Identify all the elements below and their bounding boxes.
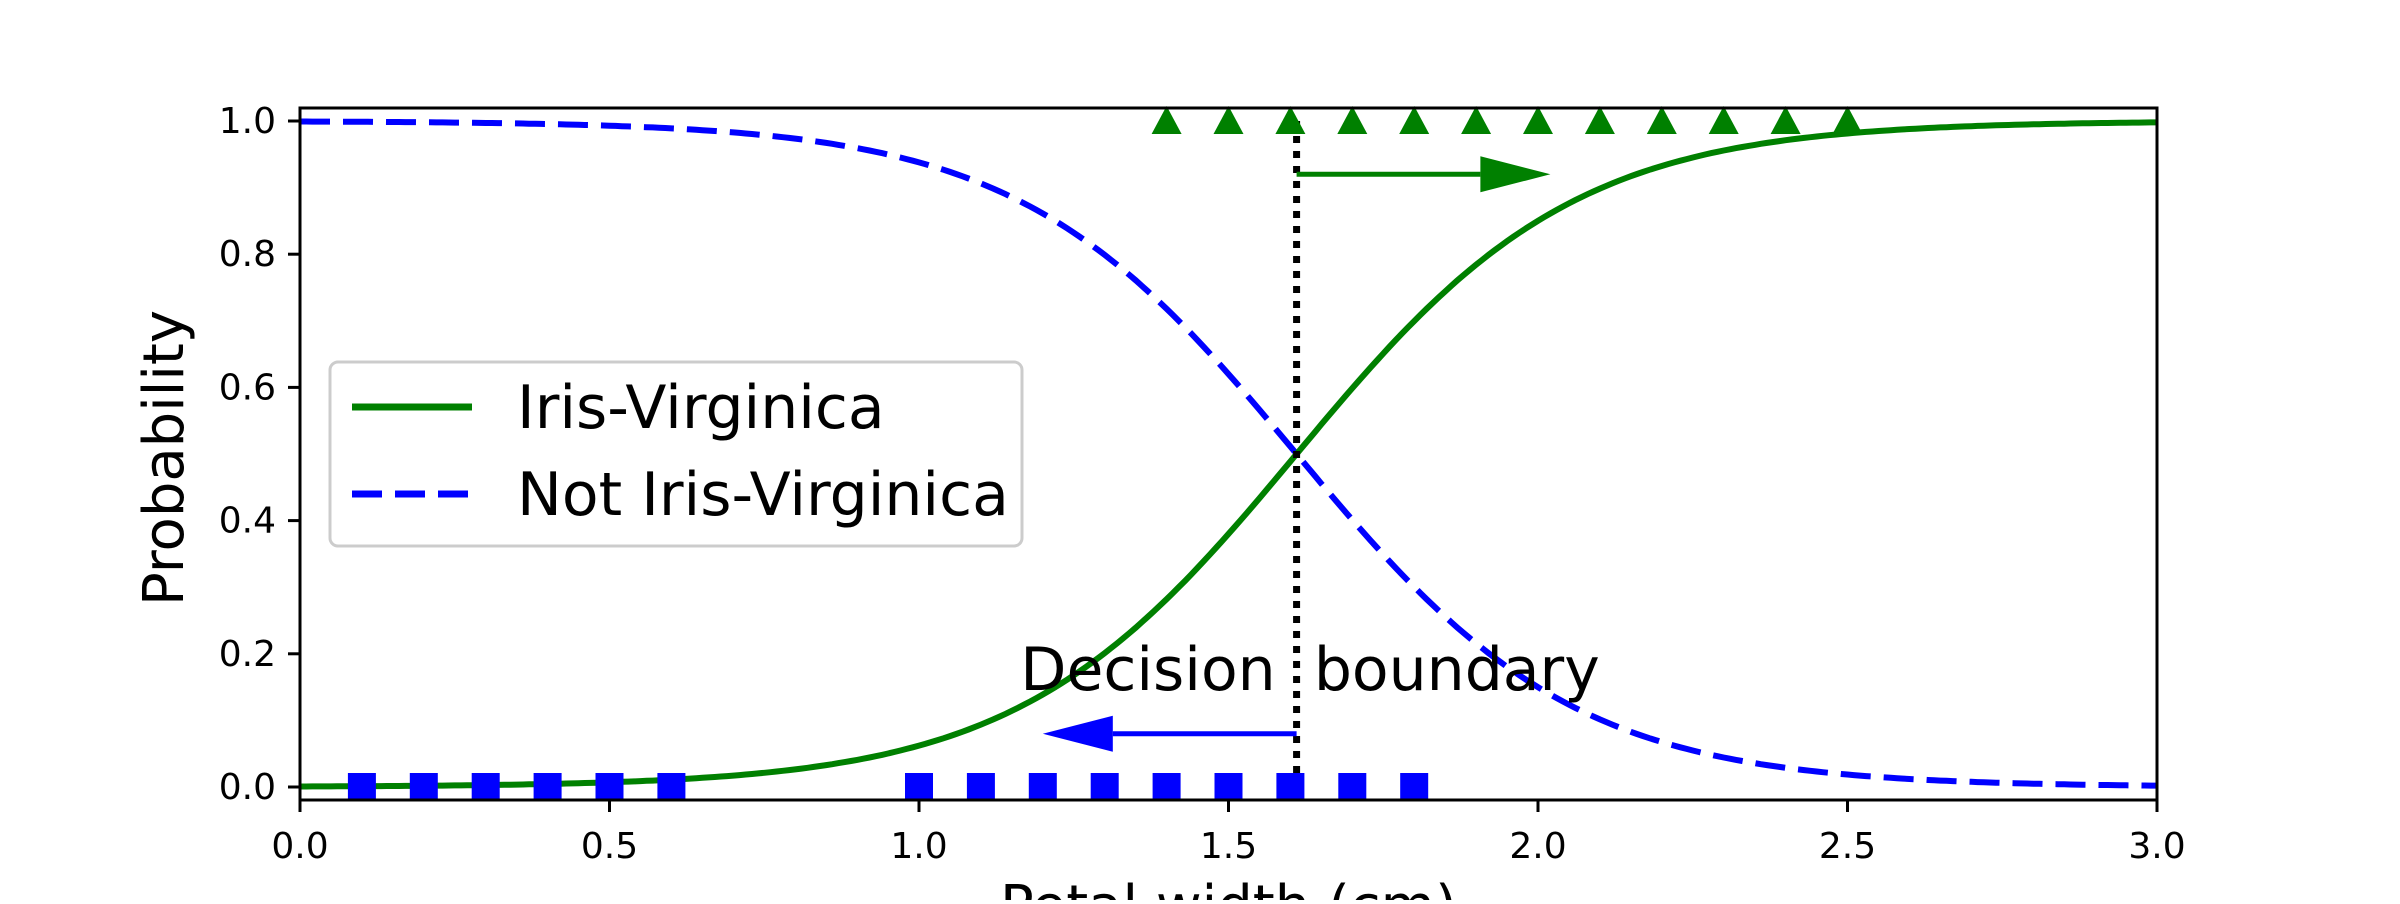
y-tick-label: 0.0 (219, 767, 276, 808)
legend-label-not-iris-virginica: Not Iris-Virginica (517, 460, 1009, 530)
square-marker (1338, 773, 1367, 801)
y-tick-label: 1.0 (219, 101, 276, 142)
arrow-head-left (1042, 715, 1113, 752)
x-tick-label: 1.0 (890, 826, 947, 867)
triangle-marker (1213, 106, 1244, 134)
square-marker (1400, 773, 1429, 801)
x-tick-label: 3.0 (2128, 826, 2185, 867)
triangle-marker (1337, 106, 1368, 134)
x-tick-label: 2.0 (1509, 826, 1566, 867)
square-marker (595, 773, 624, 801)
x-tick-label: 1.5 (1200, 826, 1257, 867)
y-tick-label: 0.8 (219, 234, 276, 275)
square-marker (1152, 773, 1181, 801)
x-tick-label: 2.5 (1819, 826, 1876, 867)
triangle-marker (1708, 106, 1739, 134)
triangle-marker (1275, 106, 1306, 134)
annotation-text: Decision boundary (1020, 635, 1599, 705)
square-marker (966, 773, 995, 801)
axes: 0.0 0.5 1.0 1.5 2.0 2.5 3.0 0.0 0.2 0.4 0.6 0.8 1.0 (219, 101, 2186, 867)
square-marker (905, 773, 933, 801)
square-marker (657, 773, 686, 801)
triangle-marker (1461, 106, 1492, 134)
square-marker (471, 773, 500, 801)
y-tick-label: 0.4 (219, 501, 276, 542)
triangle-marker (1151, 106, 1182, 134)
legend-box (328, 360, 1024, 548)
triangle-marker (1832, 106, 1863, 134)
square-marker (533, 773, 562, 801)
x-tick-label: 0.0 (271, 826, 328, 867)
arrow-head-right (1480, 156, 1551, 193)
triangle-marker (1646, 106, 1677, 134)
square-marker (347, 773, 376, 801)
y-axis-label: Probability (132, 310, 197, 606)
square-marker (1090, 773, 1119, 801)
line-not-iris-virginica (300, 118, 2157, 789)
data-points (347, 106, 1863, 801)
square-marker (409, 773, 438, 801)
triangle-marker (1770, 106, 1801, 134)
y-tick-label: 0.2 (219, 634, 276, 675)
legend-label-iris-virginica: Iris-Virginica (517, 373, 885, 443)
arrows (1042, 156, 1551, 752)
square-marker (1028, 773, 1057, 801)
triangle-marker (1523, 106, 1553, 134)
x-axis-label: Petal width (cm) (1000, 874, 1457, 900)
legend: Iris-Virginica Not Iris-Virginica (328, 360, 1024, 548)
triangle-marker (1584, 106, 1615, 134)
x-tick-label: 0.5 (581, 826, 638, 867)
square-marker (1276, 773, 1305, 801)
square-marker (1214, 773, 1243, 801)
y-tick-label: 0.6 (219, 367, 276, 408)
triangle-marker (1399, 106, 1430, 134)
